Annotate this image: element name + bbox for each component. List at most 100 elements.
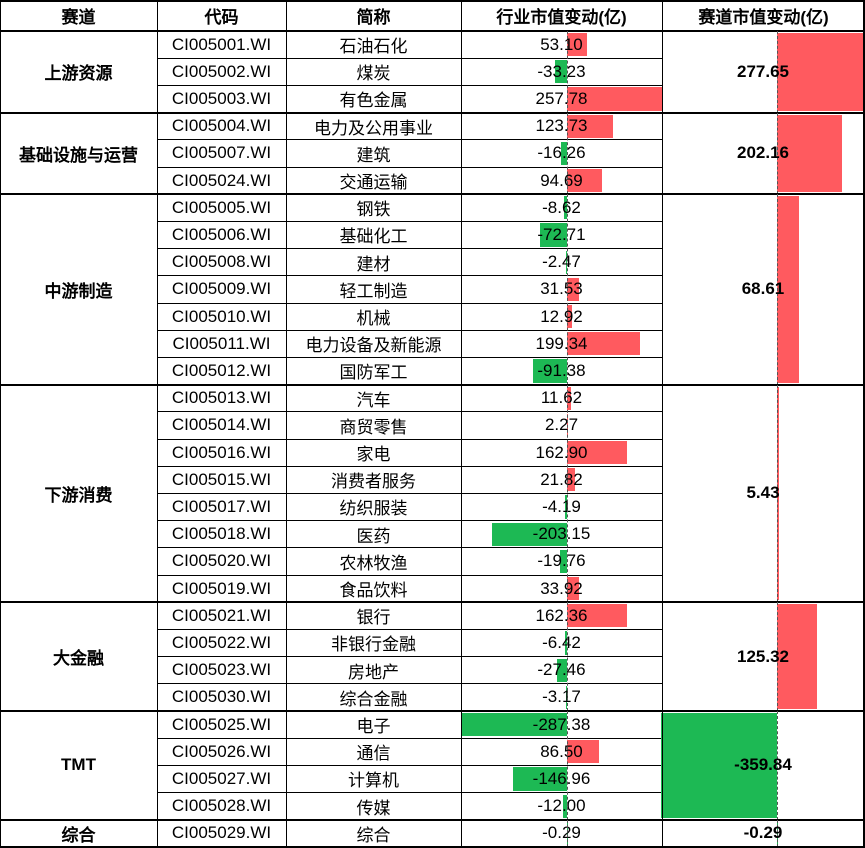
industry-change-value: 199.34 xyxy=(461,330,662,357)
industry-change-value: -3.17 xyxy=(461,684,662,711)
header-sector: 赛道 xyxy=(0,0,157,31)
sector-change-value: 68.61 xyxy=(662,194,864,384)
industry-change-value: 33.92 xyxy=(461,575,662,602)
industry-code: CI005010.WI xyxy=(157,303,286,330)
industry-change-value: -203.15 xyxy=(461,521,662,548)
industry-name: 商贸零售 xyxy=(286,412,461,439)
industry-change-value: -8.62 xyxy=(461,194,662,221)
industry-change-value: -91.38 xyxy=(461,357,662,384)
industry-code: CI005029.WI xyxy=(157,820,286,847)
industry-code: CI005002.WI xyxy=(157,58,286,85)
industry-code: CI005015.WI xyxy=(157,466,286,493)
sector-change-value: 277.65 xyxy=(662,31,864,113)
industry-name: 石油石化 xyxy=(286,31,461,58)
industry-change-value: -27.46 xyxy=(461,657,662,684)
industry-name: 非银行金融 xyxy=(286,629,461,656)
industry-code: CI005026.WI xyxy=(157,738,286,765)
industry-code: CI005011.WI xyxy=(157,330,286,357)
industry-axis-line xyxy=(567,31,568,113)
industry-name: 传媒 xyxy=(286,793,461,820)
industry-code: CI005027.WI xyxy=(157,765,286,792)
column-border xyxy=(662,0,663,847)
section-border xyxy=(0,0,865,2)
industry-change-value: 94.69 xyxy=(461,167,662,194)
industry-name: 消费者服务 xyxy=(286,466,461,493)
industry-name: 有色金属 xyxy=(286,85,461,112)
header-code: 代码 xyxy=(157,0,286,31)
industry-change-value: 123.73 xyxy=(461,113,662,140)
industry-change-value: 53.10 xyxy=(461,31,662,58)
sector-name: 中游制造 xyxy=(0,194,157,384)
industry-code: CI005001.WI xyxy=(157,31,286,58)
industry-change-value: -19.76 xyxy=(461,548,662,575)
sector-name: 下游消费 xyxy=(0,385,157,603)
industry-change-value: 11.62 xyxy=(461,385,662,412)
industry-code: CI005023.WI xyxy=(157,657,286,684)
header-industry-change: 行业市值变动(亿) xyxy=(461,0,662,31)
industry-name: 汽车 xyxy=(286,385,461,412)
industry-name: 房地产 xyxy=(286,657,461,684)
industry-change-value: 21.82 xyxy=(461,466,662,493)
industry-name: 电力及公用事业 xyxy=(286,113,461,140)
industry-code: CI005025.WI xyxy=(157,711,286,738)
industry-change-value: -146.96 xyxy=(461,765,662,792)
industry-axis-line xyxy=(567,194,568,384)
industry-change-value: 2.27 xyxy=(461,412,662,439)
sector-change-value: -359.84 xyxy=(662,711,864,820)
industry-change-value: -6.42 xyxy=(461,629,662,656)
sector-name: 大金融 xyxy=(0,602,157,711)
industry-name: 综合 xyxy=(286,820,461,847)
industry-change-value: 86.50 xyxy=(461,738,662,765)
industry-axis-line xyxy=(567,820,568,847)
industry-name: 建材 xyxy=(286,249,461,276)
sector-name: TMT xyxy=(0,711,157,820)
industry-name: 电子 xyxy=(286,711,461,738)
sector-change-value: -0.29 xyxy=(662,820,864,847)
industry-code: CI005021.WI xyxy=(157,602,286,629)
industry-change-value: 162.36 xyxy=(461,602,662,629)
industry-axis-line xyxy=(567,385,568,603)
industry-code: CI005006.WI xyxy=(157,221,286,248)
industry-change-value: -287.38 xyxy=(461,711,662,738)
industry-code: CI005028.WI xyxy=(157,793,286,820)
sector-name: 综合 xyxy=(0,820,157,847)
industry-code: CI005005.WI xyxy=(157,194,286,221)
column-border xyxy=(461,0,462,847)
industry-code: CI005004.WI xyxy=(157,113,286,140)
industry-name: 机械 xyxy=(286,303,461,330)
industry-axis-line xyxy=(567,602,568,711)
header-name: 简称 xyxy=(286,0,461,31)
industry-change-value: -16.26 xyxy=(461,140,662,167)
header-sector-change: 赛道市值变动(亿) xyxy=(662,0,865,31)
column-border xyxy=(286,0,287,847)
industry-name: 交通运输 xyxy=(286,167,461,194)
sector-change-value: 5.43 xyxy=(662,385,864,603)
industry-code: CI005003.WI xyxy=(157,85,286,112)
industry-change-value: 257.78 xyxy=(461,85,662,112)
industry-code: CI005014.WI xyxy=(157,412,286,439)
industry-change-value: 31.53 xyxy=(461,276,662,303)
industry-code: CI005030.WI xyxy=(157,684,286,711)
industry-name: 国防军工 xyxy=(286,357,461,384)
industry-name: 煤炭 xyxy=(286,58,461,85)
industry-change-value: -12.00 xyxy=(461,793,662,820)
industry-name: 家电 xyxy=(286,439,461,466)
column-border xyxy=(157,0,158,847)
industry-name: 农林牧渔 xyxy=(286,548,461,575)
industry-code: CI005008.WI xyxy=(157,249,286,276)
industry-axis-line xyxy=(567,113,568,195)
industry-code: CI005019.WI xyxy=(157,575,286,602)
industry-name: 综合金融 xyxy=(286,684,461,711)
industry-name: 银行 xyxy=(286,602,461,629)
industry-name: 钢铁 xyxy=(286,194,461,221)
industry-code: CI005012.WI xyxy=(157,357,286,384)
industry-change-value: -0.29 xyxy=(461,820,662,847)
industry-name: 食品饮料 xyxy=(286,575,461,602)
industry-name: 纺织服装 xyxy=(286,493,461,520)
industry-change-value: -2.47 xyxy=(461,249,662,276)
industry-name: 计算机 xyxy=(286,765,461,792)
industry-code: CI005018.WI xyxy=(157,521,286,548)
industry-code: CI005016.WI xyxy=(157,439,286,466)
industry-code: CI005022.WI xyxy=(157,629,286,656)
